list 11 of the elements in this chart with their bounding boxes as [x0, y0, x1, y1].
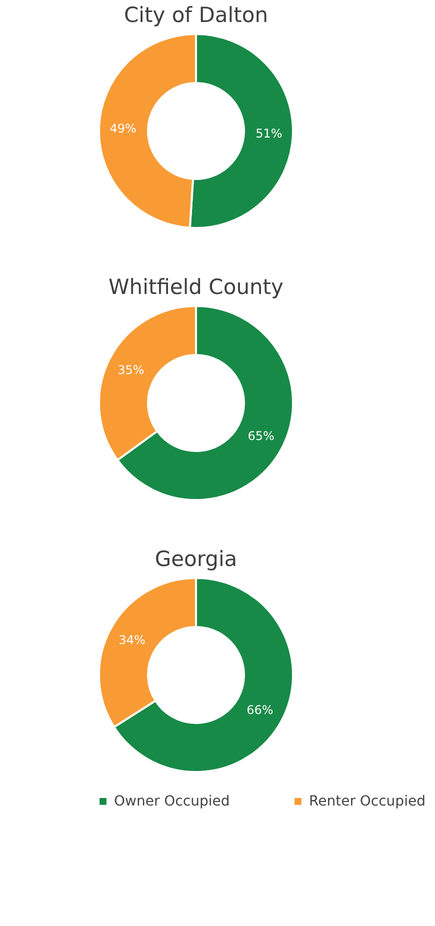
data-label: 66%	[246, 703, 274, 718]
data-label: 34%	[118, 632, 146, 647]
legend-label: Renter Occupied	[309, 793, 426, 810]
legend-label: Owner Occupied	[114, 793, 230, 810]
data-label: 51%	[256, 126, 282, 140]
chart-title: Whitfield County	[108, 275, 284, 299]
data-label: 65%	[248, 429, 274, 444]
data-label: 35%	[118, 362, 144, 377]
data-label: 49%	[110, 122, 136, 136]
chart-title: Georgia	[154, 547, 238, 571]
chart-title: City of Dalton	[124, 3, 268, 27]
